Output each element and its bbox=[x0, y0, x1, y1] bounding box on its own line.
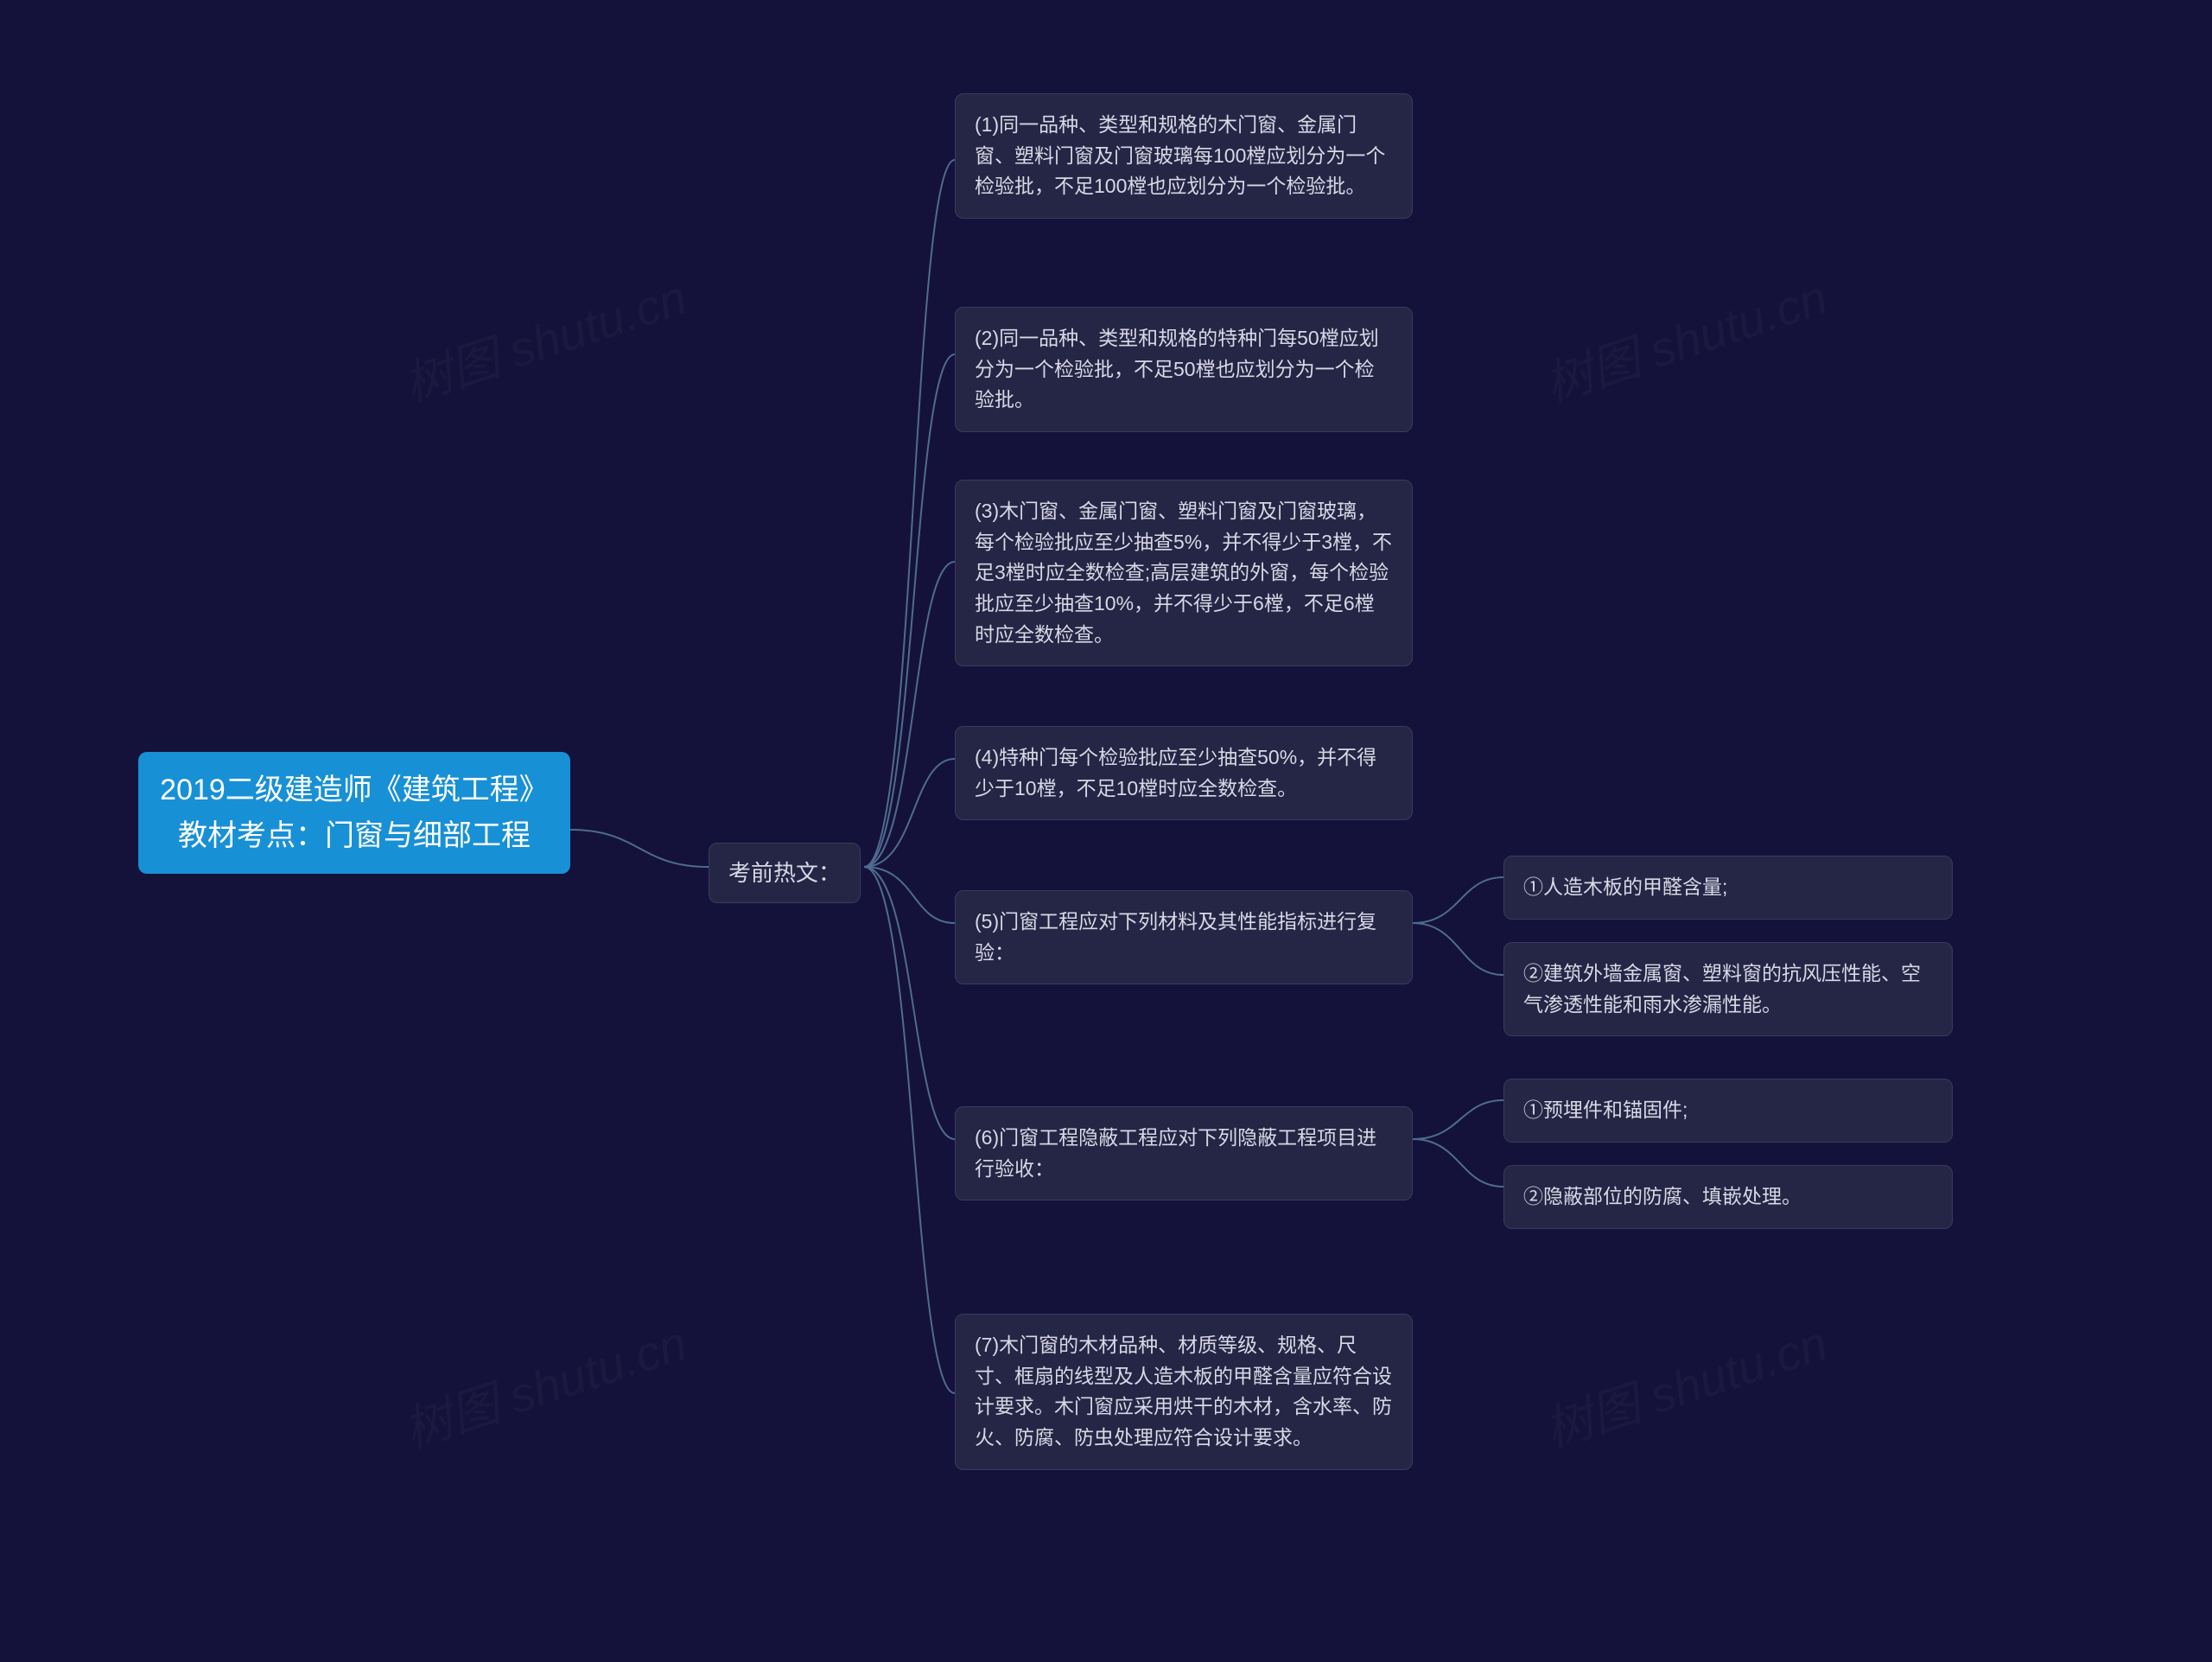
leaf-text: (4)特种门每个检验批应至少抽查50%，并不得少于10樘，不足10樘时应全数检查… bbox=[975, 746, 1376, 799]
leaf-text: (7)木门窗的木材品种、材质等级、规格、尺寸、框扇的线型及人造木板的甲醛含量应符… bbox=[975, 1334, 1392, 1449]
root-text: 2019二级建造师《建筑工程》教材考点：门窗与细部工程 bbox=[160, 774, 549, 852]
leaf-node-6[interactable]: (6)门窗工程隐蔽工程应对下列隐蔽工程项目进行验收： bbox=[955, 1106, 1413, 1200]
leaf-text: ②建筑外墙金属窗、塑料窗的抗风压性能、空气渗透性能和雨水渗漏性能。 bbox=[1523, 962, 1921, 1016]
leaf-text: (6)门窗工程隐蔽工程应对下列隐蔽工程项目进行验收： bbox=[975, 1126, 1376, 1180]
watermark: 树图 shutu.cn bbox=[394, 259, 695, 417]
leaf-text: ①预埋件和锚固件; bbox=[1523, 1098, 1688, 1121]
leaf-node-3[interactable]: (3)木门窗、金属门窗、塑料门窗及门窗玻璃，每个检验批应至少抽查5%，并不得少于… bbox=[955, 480, 1413, 666]
leaf-node-4[interactable]: (4)特种门每个检验批应至少抽查50%，并不得少于10樘，不足10樘时应全数检查… bbox=[955, 726, 1413, 820]
leaf-node-1[interactable]: (1)同一品种、类型和规格的木门窗、金属门窗、塑料门窗及门窗玻璃每100樘应划分… bbox=[955, 93, 1413, 219]
leaf-node-5[interactable]: (5)门窗工程应对下列材料及其性能指标进行复验： bbox=[955, 890, 1413, 984]
leaf-node-5-2[interactable]: ②建筑外墙金属窗、塑料窗的抗风压性能、空气渗透性能和雨水渗漏性能。 bbox=[1503, 942, 1953, 1036]
leaf-node-6-2[interactable]: ②隐蔽部位的防腐、填嵌处理。 bbox=[1503, 1165, 1953, 1229]
mindmap-canvas: 树图 shutu.cn 树图 shutu.cn 树图 shutu.cn 树图 s… bbox=[0, 0, 2212, 1662]
leaf-node-2[interactable]: (2)同一品种、类型和规格的特种门每50樘应划分为一个检验批，不足50樘也应划分… bbox=[955, 307, 1413, 432]
leaf-node-5-1[interactable]: ①人造木板的甲醛含量; bbox=[1503, 856, 1953, 920]
leaf-node-7[interactable]: (7)木门窗的木材品种、材质等级、规格、尺寸、框扇的线型及人造木板的甲醛含量应符… bbox=[955, 1314, 1413, 1470]
watermark: 树图 shutu.cn bbox=[394, 1305, 695, 1462]
leaf-node-6-1[interactable]: ①预埋件和锚固件; bbox=[1503, 1079, 1953, 1143]
watermark: 树图 shutu.cn bbox=[1535, 1305, 1835, 1462]
leaf-text: ②隐蔽部位的防腐、填嵌处理。 bbox=[1523, 1185, 1802, 1207]
watermark: 树图 shutu.cn bbox=[1535, 259, 1835, 417]
leaf-text: (5)门窗工程应对下列材料及其性能指标进行复验： bbox=[975, 910, 1376, 964]
root-node[interactable]: 2019二级建造师《建筑工程》教材考点：门窗与细部工程 bbox=[138, 752, 570, 874]
branch-node[interactable]: 考前热文： bbox=[709, 843, 861, 903]
leaf-text: (3)木门窗、金属门窗、塑料门窗及门窗玻璃，每个检验批应至少抽查5%，并不得少于… bbox=[975, 500, 1392, 646]
leaf-text: (2)同一品种、类型和规格的特种门每50樘应划分为一个检验批，不足50樘也应划分… bbox=[975, 327, 1379, 411]
branch-text: 考前热文： bbox=[728, 860, 841, 886]
leaf-text: (1)同一品种、类型和规格的木门窗、金属门窗、塑料门窗及门窗玻璃每100樘应划分… bbox=[975, 113, 1385, 197]
leaf-text: ①人造木板的甲醛含量; bbox=[1523, 876, 1727, 898]
